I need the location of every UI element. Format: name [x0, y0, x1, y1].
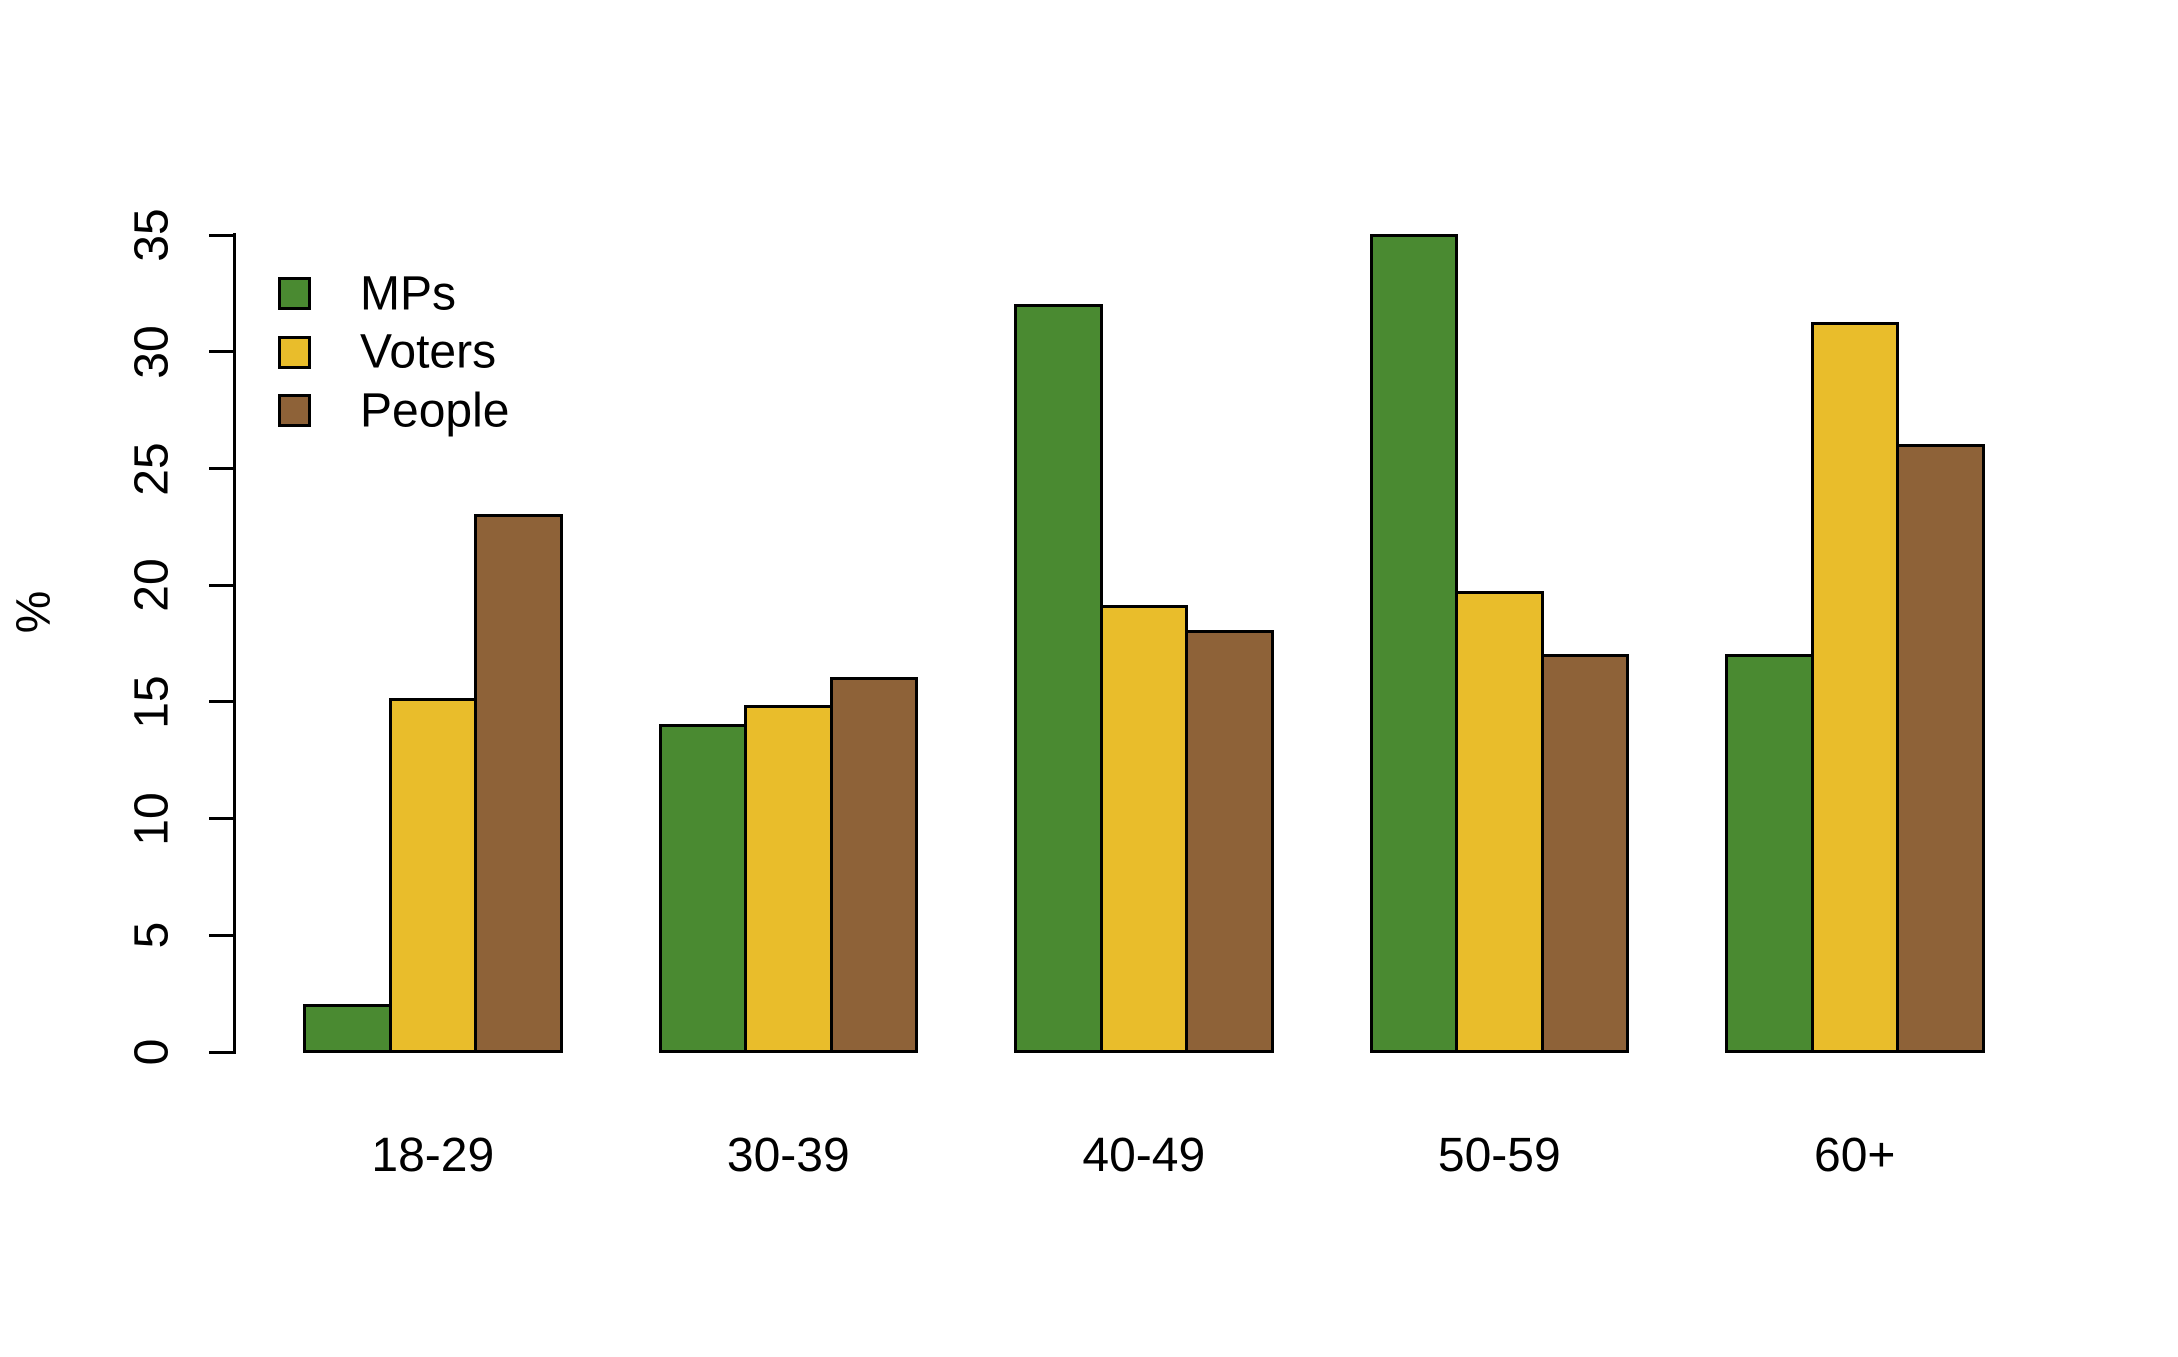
x-axis-label: 60+: [1814, 1129, 1896, 1182]
y-axis-tick: [209, 350, 235, 354]
y-axis-tick-label: 30: [125, 325, 179, 379]
y-axis-line: [233, 233, 236, 1054]
y-axis-tick-label: 10: [125, 791, 179, 846]
y-axis-tick: [209, 817, 235, 821]
legend-swatch-voters: [278, 335, 311, 369]
y-axis-tick: [209, 467, 235, 470]
bar-voters-18-29: [388, 698, 477, 1054]
bar-people-40-49: [1185, 630, 1274, 1054]
y-axis-tick-label: 25: [125, 441, 179, 496]
bar-voters-40-49: [1099, 604, 1188, 1054]
y-axis-tick-label: 15: [125, 675, 179, 729]
y-axis-tick: [209, 700, 235, 704]
y-axis-tick-label: 0: [125, 1038, 179, 1066]
bar-people-18-29: [474, 513, 563, 1054]
legend-swatch-mps: [278, 277, 311, 310]
y-axis-title: %: [7, 590, 61, 634]
x-axis-label: 40-49: [1082, 1129, 1206, 1182]
y-axis-tick-label: 20: [125, 558, 179, 612]
bar-mps-18-29: [303, 1003, 392, 1054]
y-axis-tick: [209, 583, 235, 587]
bar-people-60+: [1896, 443, 1985, 1054]
y-axis-tick: [209, 233, 235, 237]
y-axis-tick-label: 5: [125, 921, 179, 949]
bar-people-50-59: [1540, 653, 1629, 1054]
legend-swatch-people: [278, 394, 311, 427]
bar-mps-30-39: [658, 723, 747, 1054]
legend-label-mps: MPs: [360, 267, 456, 320]
x-axis-label: 18-29: [371, 1129, 495, 1182]
bar-people-30-39: [829, 677, 918, 1054]
legend-label-people: People: [360, 384, 510, 437]
bar-voters-50-59: [1455, 590, 1544, 1054]
y-axis-tick: [209, 1050, 235, 1054]
x-axis-label: 30-39: [726, 1129, 850, 1182]
bar-mps-50-59: [1369, 233, 1458, 1054]
bar-voters-30-39: [744, 705, 833, 1054]
y-axis-tick: [209, 933, 235, 937]
bar-voters-60+: [1810, 322, 1899, 1054]
bar-mps-60+: [1725, 653, 1814, 1054]
bar-mps-40-49: [1014, 303, 1103, 1054]
x-axis-label: 50-59: [1437, 1129, 1561, 1182]
legend-label-voters: Voters: [360, 325, 497, 379]
y-axis-tick-label: 35: [125, 208, 179, 262]
